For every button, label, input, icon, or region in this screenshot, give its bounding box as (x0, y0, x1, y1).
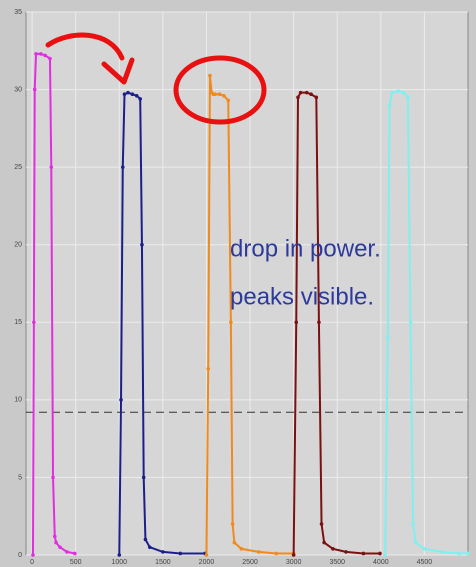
data-point (296, 95, 300, 100)
data-point (134, 93, 139, 98)
y-tick-label: 20 (14, 242, 22, 249)
data-point (140, 242, 144, 247)
data-point (383, 553, 387, 557)
data-point (401, 90, 406, 95)
data-point (178, 551, 183, 556)
x-tick-label: 2500 (242, 559, 258, 566)
data-point (49, 165, 54, 169)
data-point (138, 97, 143, 101)
data-point (31, 553, 35, 557)
y-tick-label: 10 (14, 397, 22, 404)
data-point (147, 545, 152, 550)
plot-area (25, 11, 469, 556)
annotation: drop in power. (230, 235, 381, 262)
data-point (204, 553, 209, 557)
data-point (58, 545, 62, 550)
series-line (205, 75, 294, 556)
data-point (331, 546, 335, 551)
data-point (440, 550, 444, 554)
data-point (322, 540, 326, 545)
y-tick-label: 5 (18, 474, 22, 481)
data-point (32, 87, 37, 92)
x-tick-label: 3500 (329, 559, 345, 566)
data-point (32, 320, 36, 325)
data-point (52, 534, 57, 539)
data-point (65, 550, 69, 554)
x-tick-label: 0 (30, 559, 34, 566)
data-point (130, 92, 135, 97)
data-point (378, 551, 382, 556)
x-tick-label: 1500 (155, 559, 171, 566)
y-tick-label: 25 (14, 164, 22, 171)
data-point (304, 90, 309, 95)
x-tick-label: 4000 (373, 559, 389, 566)
data-point (298, 90, 303, 95)
x-tick-label: 3000 (286, 559, 302, 566)
data-point (141, 475, 146, 480)
data-point (385, 336, 390, 340)
data-point (222, 93, 226, 98)
data-point (143, 537, 148, 542)
data-point (413, 540, 418, 545)
data-point (206, 367, 211, 371)
data-point (309, 92, 313, 97)
x-tick-label: 2000 (199, 559, 215, 566)
data-point (411, 522, 415, 526)
data-point (230, 522, 235, 526)
data-point (457, 551, 462, 556)
data-point (54, 540, 58, 545)
x-tick-label: 4500 (417, 559, 433, 566)
data-point (73, 551, 77, 556)
data-point (39, 52, 43, 56)
red-arrow (45, 32, 125, 61)
data-point (390, 90, 394, 95)
data-point (161, 550, 165, 554)
x-tick-label: 1000 (111, 559, 127, 566)
data-point (229, 320, 233, 325)
data-point (319, 522, 324, 526)
data-point (387, 103, 392, 107)
y-tick-label: 35 (14, 9, 22, 16)
data-point (213, 92, 217, 97)
data-point (466, 551, 470, 556)
data-point (294, 320, 299, 325)
data-point (344, 550, 348, 554)
data-point (120, 165, 125, 169)
red-circle (173, 55, 267, 125)
data-point (48, 56, 52, 61)
data-point (51, 475, 55, 480)
data-point (314, 95, 319, 100)
data-point (119, 398, 123, 402)
data-point (208, 73, 212, 78)
data-point (43, 53, 47, 58)
data-point (256, 550, 261, 554)
y-tick-label: 30 (14, 86, 22, 93)
data-point (291, 553, 296, 557)
data-point (226, 98, 231, 103)
data-point (232, 540, 237, 545)
x-tick-label: 500 (70, 559, 82, 566)
data-point (408, 320, 413, 325)
data-point (34, 52, 38, 56)
data-point (361, 551, 366, 556)
data-point (239, 546, 244, 551)
data-point (396, 89, 401, 93)
series-line (384, 90, 468, 556)
data-point (217, 92, 222, 97)
data-point (317, 320, 321, 325)
y-tick-label: 15 (14, 319, 22, 326)
data-point (122, 92, 127, 97)
annotation: peaks visible. (230, 283, 374, 310)
data-point (406, 95, 410, 100)
data-point (274, 551, 279, 556)
data-point (422, 546, 427, 551)
red-arrowhead (101, 57, 135, 85)
data-point (126, 90, 130, 95)
y-tick-label: 0 (18, 552, 22, 559)
data-point (117, 553, 122, 557)
